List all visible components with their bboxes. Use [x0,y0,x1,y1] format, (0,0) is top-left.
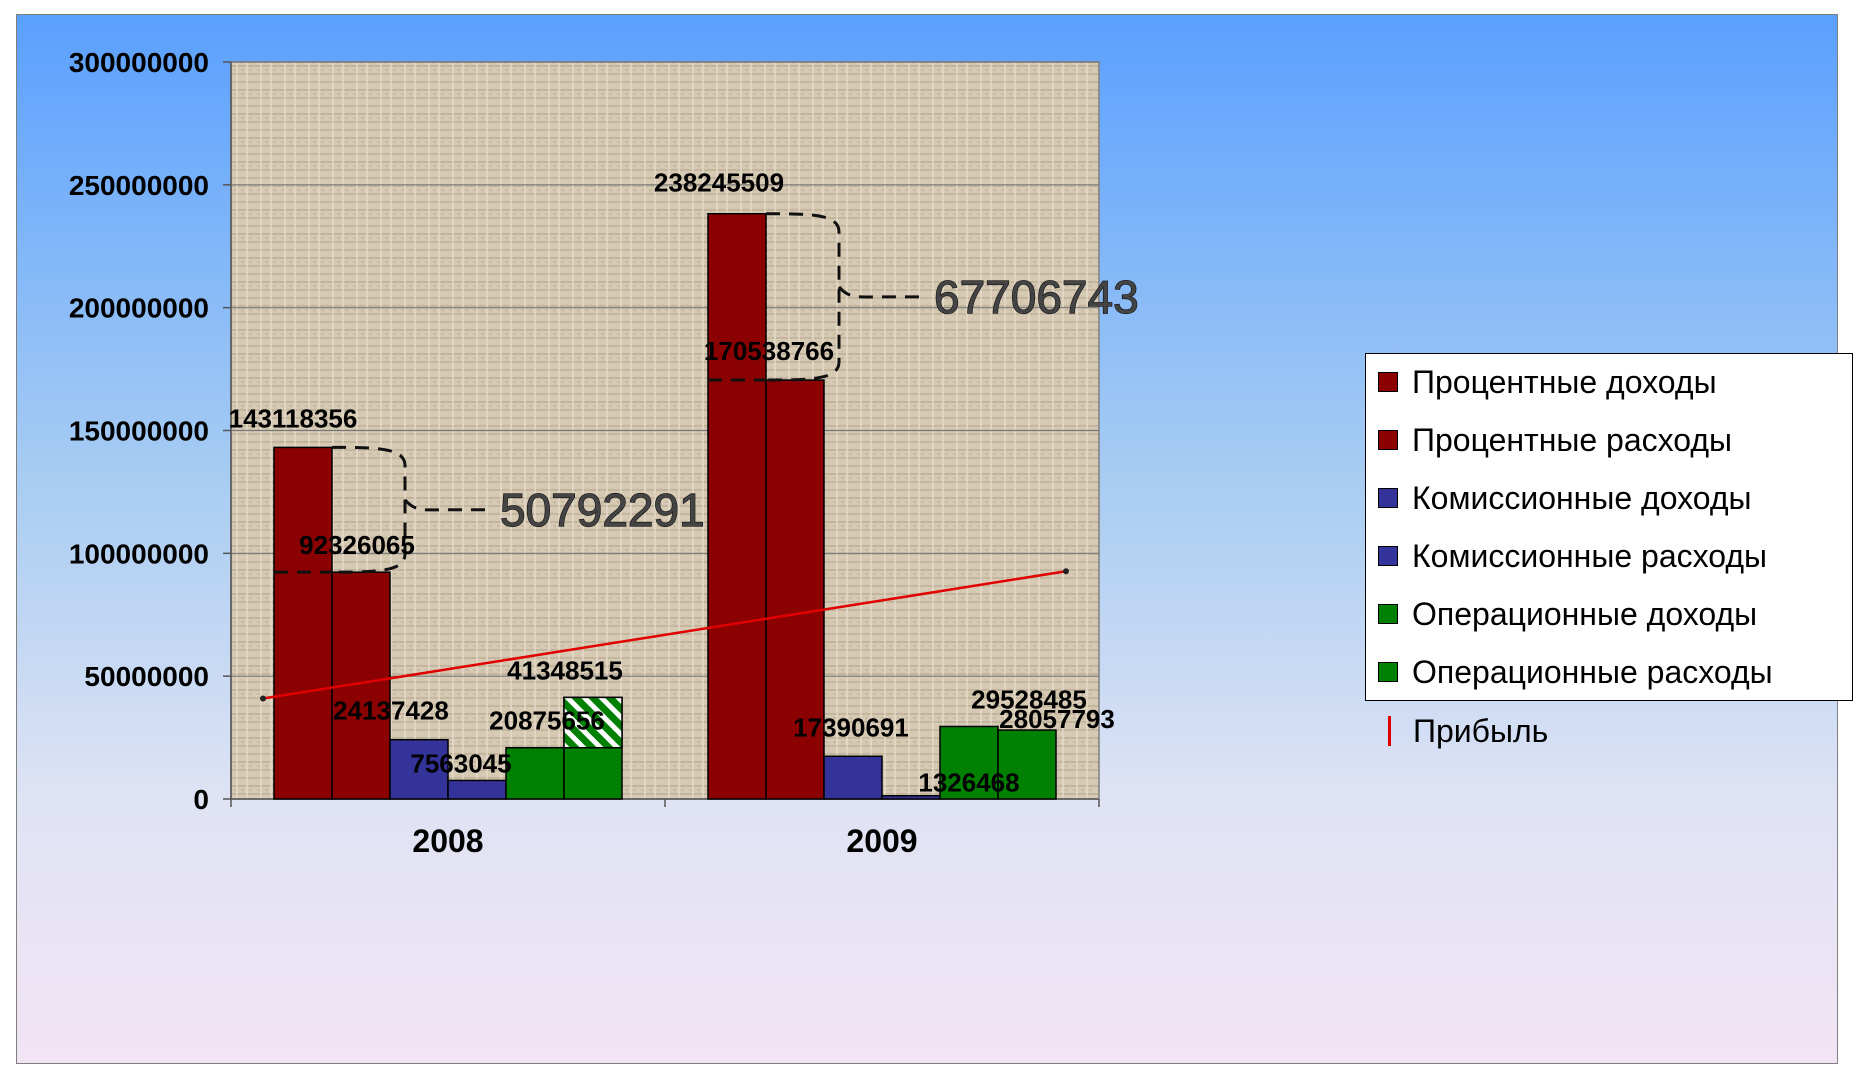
difference-brackets [274,212,924,574]
y-tick-label: 0 [193,784,209,815]
hatched-excess [563,696,623,749]
data-label: 7563045 [410,748,511,778]
legend-swatch [1378,546,1398,566]
bar [707,212,767,800]
profit-point [260,695,266,702]
difference-label: 67706743 [934,271,1139,323]
legend-swatch [1378,604,1398,624]
data-label: 20875656 [489,706,605,736]
chart-svg: 0 50000000 100000000 150000000 200000000 2500… [69,47,1140,859]
data-label: 1326468 [918,768,1019,798]
legend-label: Процентные доходы [1412,363,1717,400]
bar [273,446,333,800]
bar [939,725,999,800]
y-tick-label: 250000000 [69,170,209,201]
legend-swatch [1378,488,1398,508]
data-labels: 143118356 238245509 92326065 170538766 24137… [229,168,1140,798]
x-tick-label: 2008 [412,823,483,859]
y-tick-label: 100000000 [69,538,209,569]
y-tick-label: 150000000 [69,416,209,447]
data-label: 24137428 [333,696,449,726]
legend-item-profit: Прибыль [1385,711,1548,751]
legend-swatch [1378,662,1398,682]
bracket-pointer [403,498,490,512]
data-label: 170538766 [704,336,834,366]
legend-swatch [1378,372,1398,392]
data-label: 29528485 [971,684,1087,714]
data-label: 238245509 [654,168,784,198]
bracket [327,445,407,574]
profit-line-path [262,570,1067,700]
legend-item: Операционные доходы [1378,594,1757,634]
legend-item: Комиссионные доходы [1378,478,1752,518]
bar [447,779,507,800]
bracket-pointer [837,285,924,299]
legend-item: Процентные доходы [1378,362,1717,402]
y-tick-label: 50000000 [84,661,209,692]
data-label: 143118356 [229,403,358,433]
profit-line [260,568,1069,702]
legend-label: Комиссионные доходы [1412,479,1752,516]
data-label: 41348515 [507,655,623,685]
legend-swatch [1378,430,1398,450]
bar [389,738,449,800]
data-label: 28057793 [999,704,1115,734]
legend: Процентные доходы Процентные расходы Комис… [1365,353,1853,701]
legend-line-label: Прибыль [1413,712,1549,749]
legend-item: Операционные расходы [1378,652,1773,692]
profit-point [1063,568,1069,575]
data-label: 17390691 [793,712,909,742]
bar [823,755,883,800]
legend-label: Операционные доходы [1412,595,1758,632]
chart-area: 0 50000000 100000000 150000000 200000000 2500… [16,14,1853,1064]
bar [505,746,565,800]
legend-label: Комиссионные расходы [1412,537,1768,574]
difference-label: 50792291 [500,484,705,536]
bar [997,729,1057,800]
legend-label: Операционные расходы [1412,653,1773,690]
bars [273,212,1057,800]
legend-label: Процентные расходы [1412,421,1733,458]
y-tick-label: 300000000 [69,47,209,78]
bracket [761,212,841,382]
legend-line-swatch [1388,716,1391,746]
bar [765,379,825,800]
x-tick-label: 2009 [846,823,917,859]
y-tick-label: 200000000 [69,293,209,324]
legend-item: Процентные расходы [1378,420,1732,460]
legend-item: Комиссионные расходы [1378,536,1767,576]
data-label: 92326065 [299,530,415,560]
